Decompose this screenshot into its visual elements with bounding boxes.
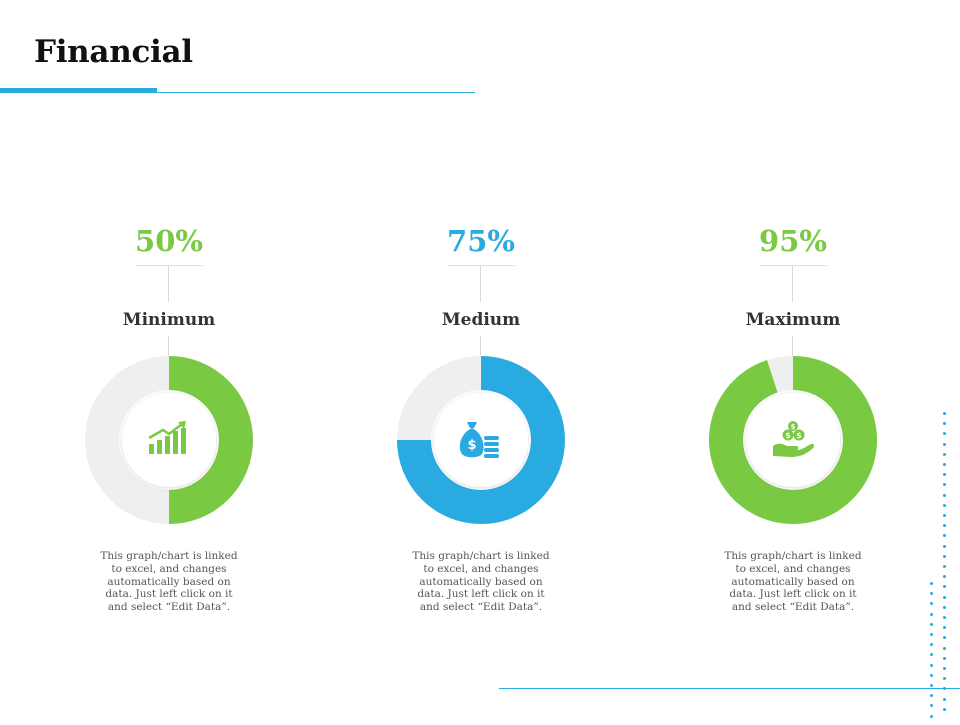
- footer-rule: [499, 688, 960, 689]
- decorative-dot: [943, 544, 946, 548]
- decorative-dot: [943, 585, 946, 589]
- decorative-dot: [930, 612, 933, 616]
- decorative-dot: [943, 422, 946, 426]
- title-underline-rule: [157, 92, 475, 93]
- connector-line: [480, 336, 481, 356]
- decorative-dot: [943, 636, 946, 640]
- decorative-dot: [943, 463, 946, 466]
- decorative-dot: [930, 694, 933, 698]
- decorative-dot: [943, 442, 946, 446]
- money-bag-icon: $: [459, 422, 499, 458]
- chart-description: This graph/chart is linked to excel, and…: [100, 550, 238, 614]
- chart-description: This graph/chart is linked to excel, and…: [412, 550, 550, 614]
- percentage-value: 75%: [447, 224, 515, 258]
- svg-text:$: $: [796, 431, 802, 440]
- donut-value-arc: [168, 356, 253, 524]
- connector-line: [792, 266, 793, 302]
- decorative-dot: [943, 646, 946, 650]
- decorative-dot: [943, 412, 946, 415]
- decorative-dot: [943, 687, 946, 691]
- decorative-dot: [943, 432, 946, 436]
- decorative-dot: [930, 684, 933, 687]
- decorative-dot: [930, 622, 933, 626]
- decorative-dot: [943, 503, 946, 507]
- svg-text:$: $: [467, 438, 476, 453]
- decorative-dot: [943, 473, 946, 477]
- donut-value-arc: [397, 356, 565, 524]
- decorative-dot: [930, 582, 933, 585]
- decorative-dot: [943, 534, 946, 538]
- chart-description: This graph/chart is linked to excel, and…: [724, 550, 862, 614]
- decorative-dot: [930, 602, 933, 606]
- level-label: Minimum: [122, 310, 216, 330]
- percentage-value: 50%: [135, 224, 203, 258]
- connector-line: [168, 266, 169, 302]
- level-label: Maximum: [745, 310, 841, 330]
- decorative-dot: [943, 707, 946, 711]
- decorative-dot: [930, 643, 933, 647]
- decorative-dots-column: [943, 412, 947, 718]
- decorative-dot: [930, 653, 933, 657]
- decorative-dot: [943, 605, 946, 609]
- decorative-dot: [943, 697, 946, 701]
- connector-line: [168, 336, 169, 356]
- percentage-underline: [447, 265, 515, 266]
- page-title: Financial: [34, 34, 193, 70]
- decorative-dot: [943, 514, 946, 517]
- decorative-dots-column: [930, 582, 934, 725]
- decorative-dot: [943, 677, 946, 681]
- decorative-dot: [943, 565, 946, 568]
- decorative-dot: [943, 595, 946, 599]
- decorative-dot: [930, 633, 933, 636]
- donut-value-arc: [709, 356, 877, 524]
- decorative-dot: [930, 714, 933, 718]
- growth-chart-icon: [148, 421, 186, 454]
- percentage-underline: [759, 265, 827, 266]
- metric-card-minimum[interactable]: 50% Minimum This graph/chart is linked t…: [49, 0, 289, 720]
- decorative-dot: [943, 616, 946, 619]
- connector-line: [792, 336, 793, 356]
- hand-coins-icon: $ $ $: [773, 421, 815, 457]
- decorative-dot: [943, 483, 946, 487]
- decorative-dot: [930, 704, 933, 708]
- decorative-dot: [943, 656, 946, 660]
- decorative-dot: [943, 575, 946, 579]
- svg-text:$: $: [785, 431, 791, 440]
- title-underline-accent: [0, 88, 157, 93]
- decorative-dot: [930, 663, 933, 667]
- percentage-value: 95%: [759, 224, 827, 258]
- percentage-underline: [135, 265, 203, 266]
- decorative-dot: [943, 626, 946, 630]
- donut-center: [746, 393, 840, 487]
- svg-text:$: $: [791, 423, 796, 431]
- donut-chart[interactable]: $: [391, 350, 571, 530]
- donut-chart[interactable]: [79, 350, 259, 530]
- decorative-dot: [943, 452, 946, 456]
- metric-card-maximum[interactable]: 95% Maximum $ $ $ This graph/chart is li…: [673, 0, 913, 720]
- metric-card-medium[interactable]: 75% Medium $ This graph/chart is linked …: [361, 0, 601, 720]
- decorative-dot: [930, 673, 933, 677]
- level-label: Medium: [441, 310, 521, 330]
- donut-chart[interactable]: $ $ $: [703, 350, 883, 530]
- decorative-dot: [943, 667, 946, 670]
- decorative-dot: [943, 524, 946, 528]
- connector-line: [480, 266, 481, 302]
- decorative-dot: [930, 592, 933, 596]
- decorative-dot: [943, 493, 946, 497]
- decorative-dot: [943, 554, 946, 558]
